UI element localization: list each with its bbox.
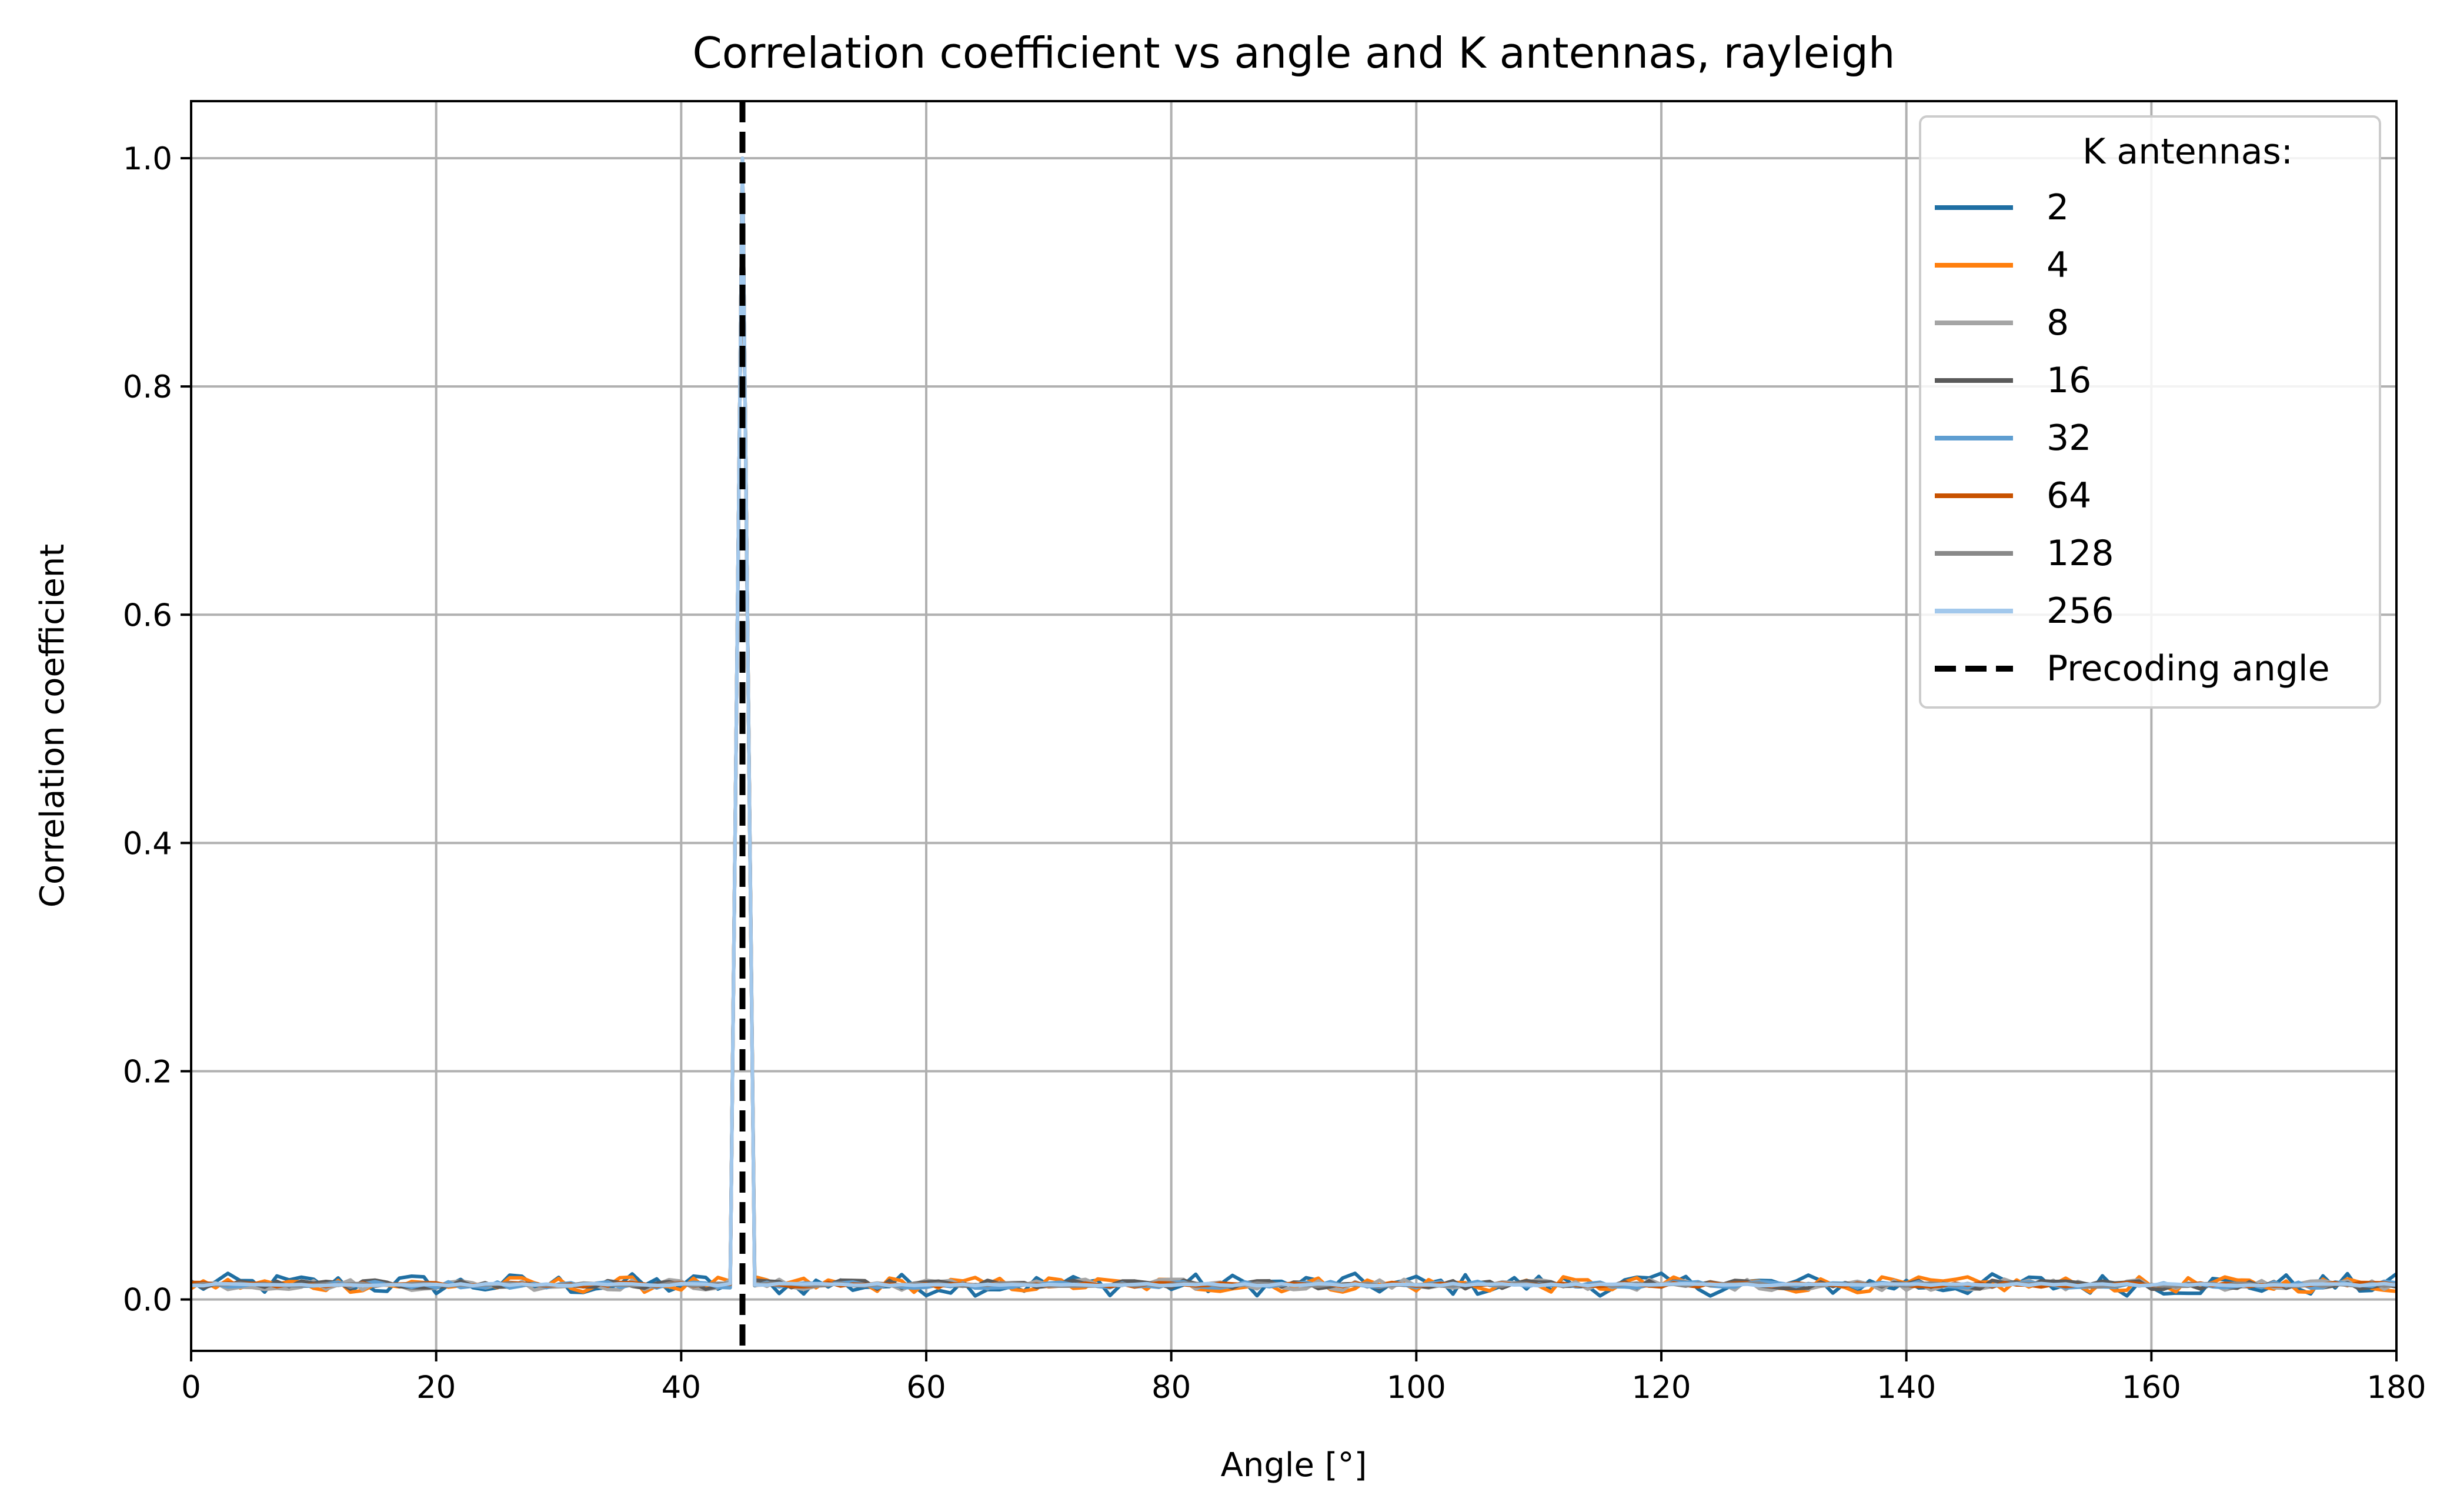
axis-ticks: 0 20 40 60 80 100 120 140 160 180 0.0 0.2 0.4 0.6 0.8 1… <box>123 141 2426 1406</box>
series-lines <box>190 156 2398 1298</box>
y-axis-label: Correlation coefficient <box>34 544 72 908</box>
legend-label-256: 256 <box>2047 590 2114 632</box>
legend-label-2: 2 <box>2047 187 2069 228</box>
legend: K antennas: 2 4 8 16 32 64 128 256 Precoding angl… <box>1919 115 2381 709</box>
legend-label-64: 64 <box>2047 475 2091 516</box>
legend-label-8: 8 <box>2047 302 2069 343</box>
legend-label-4: 4 <box>2047 245 2069 286</box>
chart-title: Correlation coefficient vs angle and K a… <box>692 28 1895 78</box>
x-tick-label: 140 <box>1877 1370 1936 1406</box>
y-tick-label: 0.2 <box>123 1054 172 1090</box>
x-tick-label: 20 <box>416 1370 456 1406</box>
legend-title: K antennas: <box>2082 131 2293 172</box>
y-tick-label: 0.6 <box>123 598 172 633</box>
x-tick-label: 80 <box>1151 1370 1191 1406</box>
x-tick-label: 160 <box>2122 1370 2181 1406</box>
y-tick-label: 0.4 <box>123 826 172 862</box>
x-tick-label: 120 <box>1631 1370 1691 1406</box>
x-axis-label: Angle [°] <box>1221 1446 1367 1484</box>
legend-label-16: 16 <box>2047 360 2091 401</box>
legend-label-32: 32 <box>2047 418 2091 459</box>
series-line-256 <box>191 156 2397 1288</box>
x-tick-label: 0 <box>181 1370 201 1406</box>
x-tick-label: 60 <box>906 1370 946 1406</box>
legend-label-128: 128 <box>2047 533 2114 574</box>
legend-label-precoding-angle: Precoding angle <box>2047 648 2330 689</box>
x-tick-label: 40 <box>662 1370 701 1406</box>
x-tick-label: 180 <box>2366 1370 2426 1406</box>
legend-box <box>1919 115 2381 709</box>
y-tick-label: 1.0 <box>123 141 172 177</box>
y-tick-label: 0.0 <box>123 1283 172 1319</box>
y-tick-label: 0.8 <box>123 369 172 405</box>
x-tick-label: 100 <box>1387 1370 1446 1406</box>
plot-frame <box>190 100 2398 1352</box>
